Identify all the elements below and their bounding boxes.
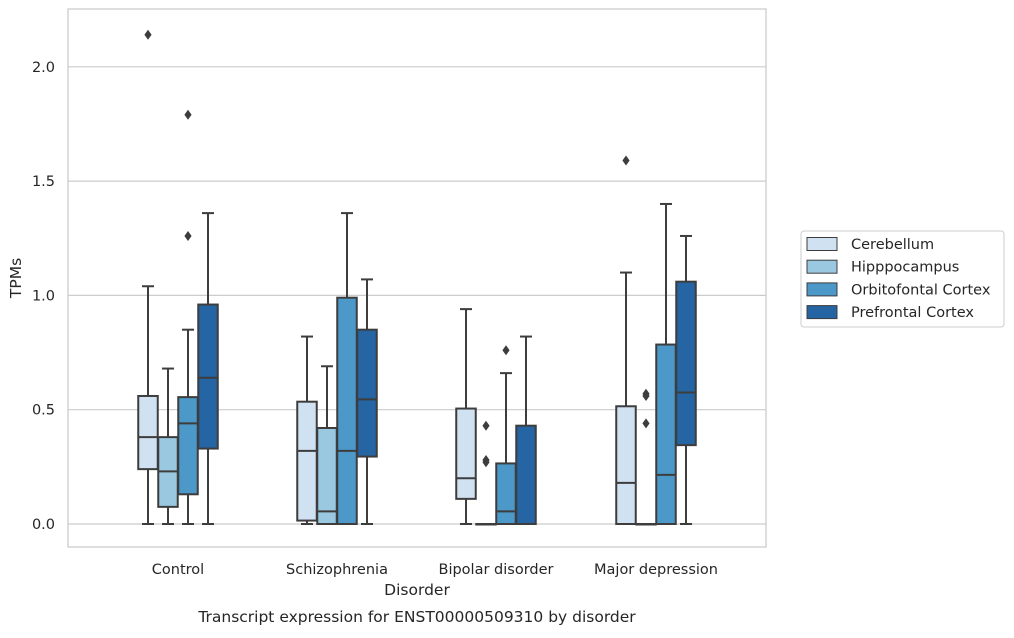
legend-entry: Orbitofontal Cortex bbox=[851, 282, 991, 298]
box-prefrontal-cortex bbox=[356, 278, 378, 525]
outlier-point bbox=[482, 420, 490, 431]
box-iqr bbox=[137, 394, 159, 471]
box-orbitofontal-cortex bbox=[655, 202, 677, 526]
box-iqr bbox=[655, 343, 677, 526]
box-iqr bbox=[515, 424, 537, 525]
box-iqr bbox=[296, 400, 318, 522]
legend-swatch bbox=[806, 305, 838, 320]
box-cerebellum bbox=[455, 308, 477, 525]
box-prefrontal-cortex bbox=[675, 234, 697, 525]
x-tick-label: Major depression bbox=[594, 562, 718, 578]
box-iqr bbox=[316, 426, 338, 526]
legend-entry: Hipppocampus bbox=[851, 260, 959, 276]
box-iqr bbox=[197, 303, 219, 450]
box-series bbox=[137, 29, 697, 526]
outlier-point bbox=[184, 109, 192, 120]
outlier-point bbox=[144, 29, 152, 40]
legend-swatch bbox=[806, 237, 838, 251]
y-axis-label: TPMs bbox=[7, 258, 25, 299]
y-tick-label: 1.5 bbox=[32, 174, 55, 190]
box-cerebellum bbox=[137, 29, 159, 525]
box-iqr bbox=[675, 280, 697, 447]
box-iqr bbox=[356, 328, 378, 458]
outlier-point bbox=[622, 155, 630, 166]
box-prefrontal-cortex bbox=[197, 212, 219, 525]
x-axis-label: Disorder bbox=[384, 581, 450, 599]
legend-entry: Cerebellum bbox=[851, 237, 934, 253]
outlier-point bbox=[502, 345, 510, 356]
y-tick-labels: 0.0 0.5 1.0 1.5 2.0 bbox=[32, 60, 55, 533]
box-cerebellum bbox=[615, 155, 637, 525]
box-iqr bbox=[336, 296, 358, 525]
legend: Cerebellum Hipppocampus Orbitofontal Corte… bbox=[800, 230, 1005, 328]
plot-frame bbox=[67, 8, 767, 548]
outlier-point bbox=[482, 457, 490, 468]
box-iqr bbox=[455, 407, 477, 500]
box-hipppocampus bbox=[316, 365, 338, 526]
y-tick-label: 0.5 bbox=[32, 403, 55, 419]
chart-caption: Transcript expression for ENST0000050931… bbox=[197, 608, 636, 626]
x-tick-labels: Control Schizophrenia Bipolar disorder Majo… bbox=[152, 562, 718, 578]
box-cerebellum bbox=[296, 335, 318, 525]
outlier-point bbox=[642, 390, 650, 401]
outlier-point bbox=[184, 230, 192, 241]
legend-entry: Prefrontal Cortex bbox=[851, 305, 974, 321]
x-tick-label: Control bbox=[152, 562, 204, 578]
x-tick-label: Schizophrenia bbox=[286, 562, 388, 578]
outlier-point bbox=[642, 418, 650, 429]
box-prefrontal-cortex bbox=[515, 335, 537, 525]
y-tick-label: 2.0 bbox=[32, 60, 55, 76]
box-iqr bbox=[495, 462, 517, 525]
box-hipppocampus bbox=[157, 367, 179, 525]
box-hipppocampus bbox=[635, 388, 657, 526]
x-tick-label: Bipolar disorder bbox=[439, 562, 554, 578]
y-tick-label: 1.0 bbox=[32, 288, 55, 304]
box-hipppocampus bbox=[475, 420, 497, 526]
box-iqr bbox=[615, 405, 637, 525]
y-tick-label: 0.0 bbox=[32, 517, 55, 533]
box-orbitofontal-cortex bbox=[495, 345, 517, 525]
box-orbitofontal-cortex bbox=[177, 109, 199, 525]
box-iqr bbox=[177, 396, 199, 496]
legend-frame bbox=[800, 230, 1005, 328]
legend-swatch bbox=[806, 259, 838, 274]
legend-swatch bbox=[806, 282, 838, 297]
box-orbitofontal-cortex bbox=[336, 212, 358, 525]
